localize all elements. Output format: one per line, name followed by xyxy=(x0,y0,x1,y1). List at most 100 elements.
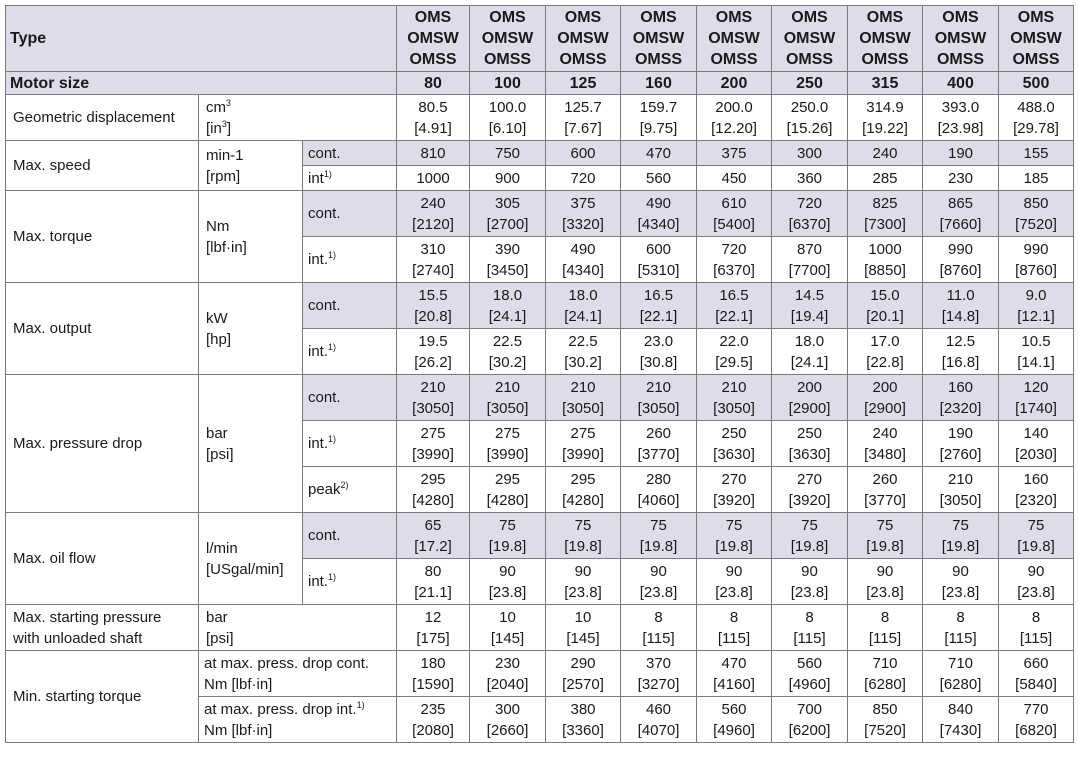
row-max-pressure-drop-value-secondary: [3050] xyxy=(713,399,755,417)
row-max-pressure-drop-value-primary: 280 xyxy=(646,470,672,488)
row-max-speed-value: 600 xyxy=(545,140,622,166)
row-max-pressure-drop-peak: peak2) 295 [4280] 295 [4280] 295 [4280] 280 [406… xyxy=(6,466,1075,513)
header-row: Type OMS OMSW OMSS OMS OMSW OMSS OMS OMSW OMSS OM… xyxy=(4,5,1075,72)
row-label: Max. output xyxy=(5,282,199,375)
row-max-speed-value-primary: 900 xyxy=(495,169,521,187)
starting-torque-value-primary: 700 xyxy=(797,700,823,718)
row-max-oil-flow-value-primary: 75 xyxy=(574,516,592,534)
row-max-output-value-primary: 18.0 xyxy=(794,332,825,350)
row-max-oil-flow-value: 75 [19.8] xyxy=(771,512,849,559)
row-max-output-value-secondary: [26.2] xyxy=(414,353,452,371)
row-max-output-value: 14.5 [19.4] xyxy=(771,282,849,329)
row-max-output-value-primary: 11.0 xyxy=(946,286,975,304)
sub-label: peak2) xyxy=(301,466,398,513)
row-max-output-value-primary: 15.0 xyxy=(870,286,900,304)
row-max-torque-value-primary: 375 xyxy=(570,194,596,212)
row-max-speed-value: 375 xyxy=(696,140,773,166)
row-max-pressure-drop-value-primary: 160 xyxy=(948,378,974,396)
row-max-output-value-primary: 9.0 xyxy=(1025,286,1047,304)
row-max-torque-value: 375 [3320] xyxy=(545,190,622,237)
row-min-starting-torque-cont: Min. starting torque at max. press. drop … xyxy=(5,650,1075,743)
starting-torque-value: 180 [1590] xyxy=(396,650,471,697)
sub-label-text: at max. press. drop cont. xyxy=(204,654,370,672)
row-max-oil-flow-value-secondary: [21.1] xyxy=(414,583,452,601)
unit-bracket: ] xyxy=(226,119,232,137)
model-name: OMSS xyxy=(936,51,985,68)
starting-torque-value-secondary: [6200] xyxy=(788,721,831,739)
starting-torque-value: 850 [7520] xyxy=(847,696,924,743)
displacement-value-secondary: [15.26] xyxy=(786,119,833,137)
row-max-output-value-primary: 22.5 xyxy=(568,332,598,350)
row-max-output-value: 15.0 [20.1] xyxy=(847,282,924,329)
starting-pressure-value-secondary: [175] xyxy=(416,629,450,647)
starting-pressure-value-secondary: [145] xyxy=(566,629,600,647)
row-max-pressure-drop-value: 190 [2760] xyxy=(922,420,1000,467)
row-max-pressure-drop-value-primary: 295 xyxy=(495,470,521,488)
starting-pressure-value-secondary: [145] xyxy=(490,629,525,647)
row-max-torque-value-secondary: [2120] xyxy=(412,215,454,233)
row-max-pressure-drop-value-secondary: [2900] xyxy=(864,399,906,417)
motor-size-value: 500 xyxy=(998,71,1075,95)
row-max-pressure-drop-value-secondary: [3480] xyxy=(864,445,906,463)
row-max-torque-value-secondary: [7300] xyxy=(864,215,906,233)
row-unit: l/min [USgal/min] xyxy=(198,512,303,605)
motor-size-value: 250 xyxy=(771,71,849,95)
row-max-torque-value: 305 [2700] xyxy=(469,190,547,237)
row-max-torque-value-secondary: [4340] xyxy=(562,261,604,279)
row-max-output-value-secondary: [20.1] xyxy=(866,307,904,325)
row-max-speed-value-primary: 750 xyxy=(495,144,521,162)
starting-torque-value-secondary: [1590] xyxy=(412,675,454,693)
row-max-speed-value-primary: 360 xyxy=(797,169,823,187)
model-header-cell: OMS OMSW OMSS xyxy=(696,5,773,72)
row-max-oil-flow-value-secondary: [19.8] xyxy=(639,537,678,555)
model-name: OMSW xyxy=(783,30,836,47)
displacement-value: 100.0 [6.10] xyxy=(469,94,547,141)
row-max-output-value: 18.0 [24.1] xyxy=(469,282,547,329)
displacement-value: 200.0 [12.20] xyxy=(696,94,773,141)
starting-torque-value: 300 [2660] xyxy=(469,696,547,743)
row-label: Max. oil flow xyxy=(5,512,199,605)
row-max-pressure-drop-cont: Max. pressure drop bar [psi] cont. 210 [3050]… xyxy=(5,374,1075,513)
row-max-speed-cont: Max. speed min-1 [rpm] cont. 810 750 600 470 375… xyxy=(5,140,1075,191)
row-max-speed-int: int1) 1000 900 720 560 450 360 285 230 185 xyxy=(6,165,1075,191)
unit-secondary: [psi] xyxy=(206,445,234,463)
row-max-pressure-drop-value-primary: 275 xyxy=(420,424,446,442)
row-max-oil-flow-cont: Max. oil flow l/min [USgal/min] cont. 65 [17.… xyxy=(5,512,1075,605)
row-max-pressure-drop-value-primary: 250 xyxy=(721,424,747,442)
sub-label-text: int xyxy=(308,169,324,187)
model-name: OMSS xyxy=(483,51,532,68)
row-label: Min. starting torque xyxy=(5,650,199,743)
row-max-pressure-drop-value-secondary: [4280] xyxy=(412,491,454,509)
row-max-torque-value-secondary: [3320] xyxy=(562,215,604,233)
row-max-pressure-drop-value-secondary: [3050] xyxy=(939,491,982,509)
row-max-oil-flow-value: 90 [23.8] xyxy=(620,558,698,605)
displacement-value: 250.0 [15.26] xyxy=(771,94,849,141)
row-unit: min-1 [rpm] xyxy=(198,140,303,191)
row-unit: bar [psi] xyxy=(198,374,303,513)
row-max-torque-value-secondary: [2740] xyxy=(412,261,454,279)
starting-pressure-value: 8 [115] xyxy=(620,604,698,651)
row-max-speed-value-primary: 230 xyxy=(948,169,974,187)
row-max-pressure-drop-value: 280 [4060] xyxy=(620,466,698,513)
unit-primary: l/min xyxy=(206,539,238,557)
row-max-torque-value: 990 [8760] xyxy=(922,236,1000,283)
row-max-pressure-drop-value: 140 [2030] xyxy=(998,420,1075,467)
row-max-speed-value-primary: 240 xyxy=(872,144,898,162)
row-max-torque-value-primary: 600 xyxy=(646,240,672,258)
starting-pressure-value: 10 [145] xyxy=(469,604,547,651)
motor-size-value: 100 xyxy=(469,71,547,95)
sub-label: int1) xyxy=(301,165,398,191)
row-max-oil-flow-value-primary: 90 xyxy=(876,562,894,580)
model-header-cell: OMS OMSW OMSS xyxy=(998,5,1075,72)
row-max-pressure-drop-value-primary: 250 xyxy=(797,424,823,442)
row-max-output-value-secondary: [19.4] xyxy=(790,307,829,325)
row-max-output-value-secondary: [22.1] xyxy=(715,307,753,325)
row-label: Geometric displacement xyxy=(5,94,199,141)
row-label: Max. pressure drop xyxy=(5,374,199,513)
row-max-oil-flow-value: 90 [23.8] xyxy=(847,558,924,605)
row-max-output-value: 22.0 [29.5] xyxy=(696,328,773,375)
row-max-output-value: 16.5 [22.1] xyxy=(696,282,773,329)
row-max-output-value-secondary: [30.2] xyxy=(564,353,602,371)
starting-torque-value-secondary: [5840] xyxy=(1015,675,1057,693)
row-max-torque-value-secondary: [8760] xyxy=(939,261,982,279)
